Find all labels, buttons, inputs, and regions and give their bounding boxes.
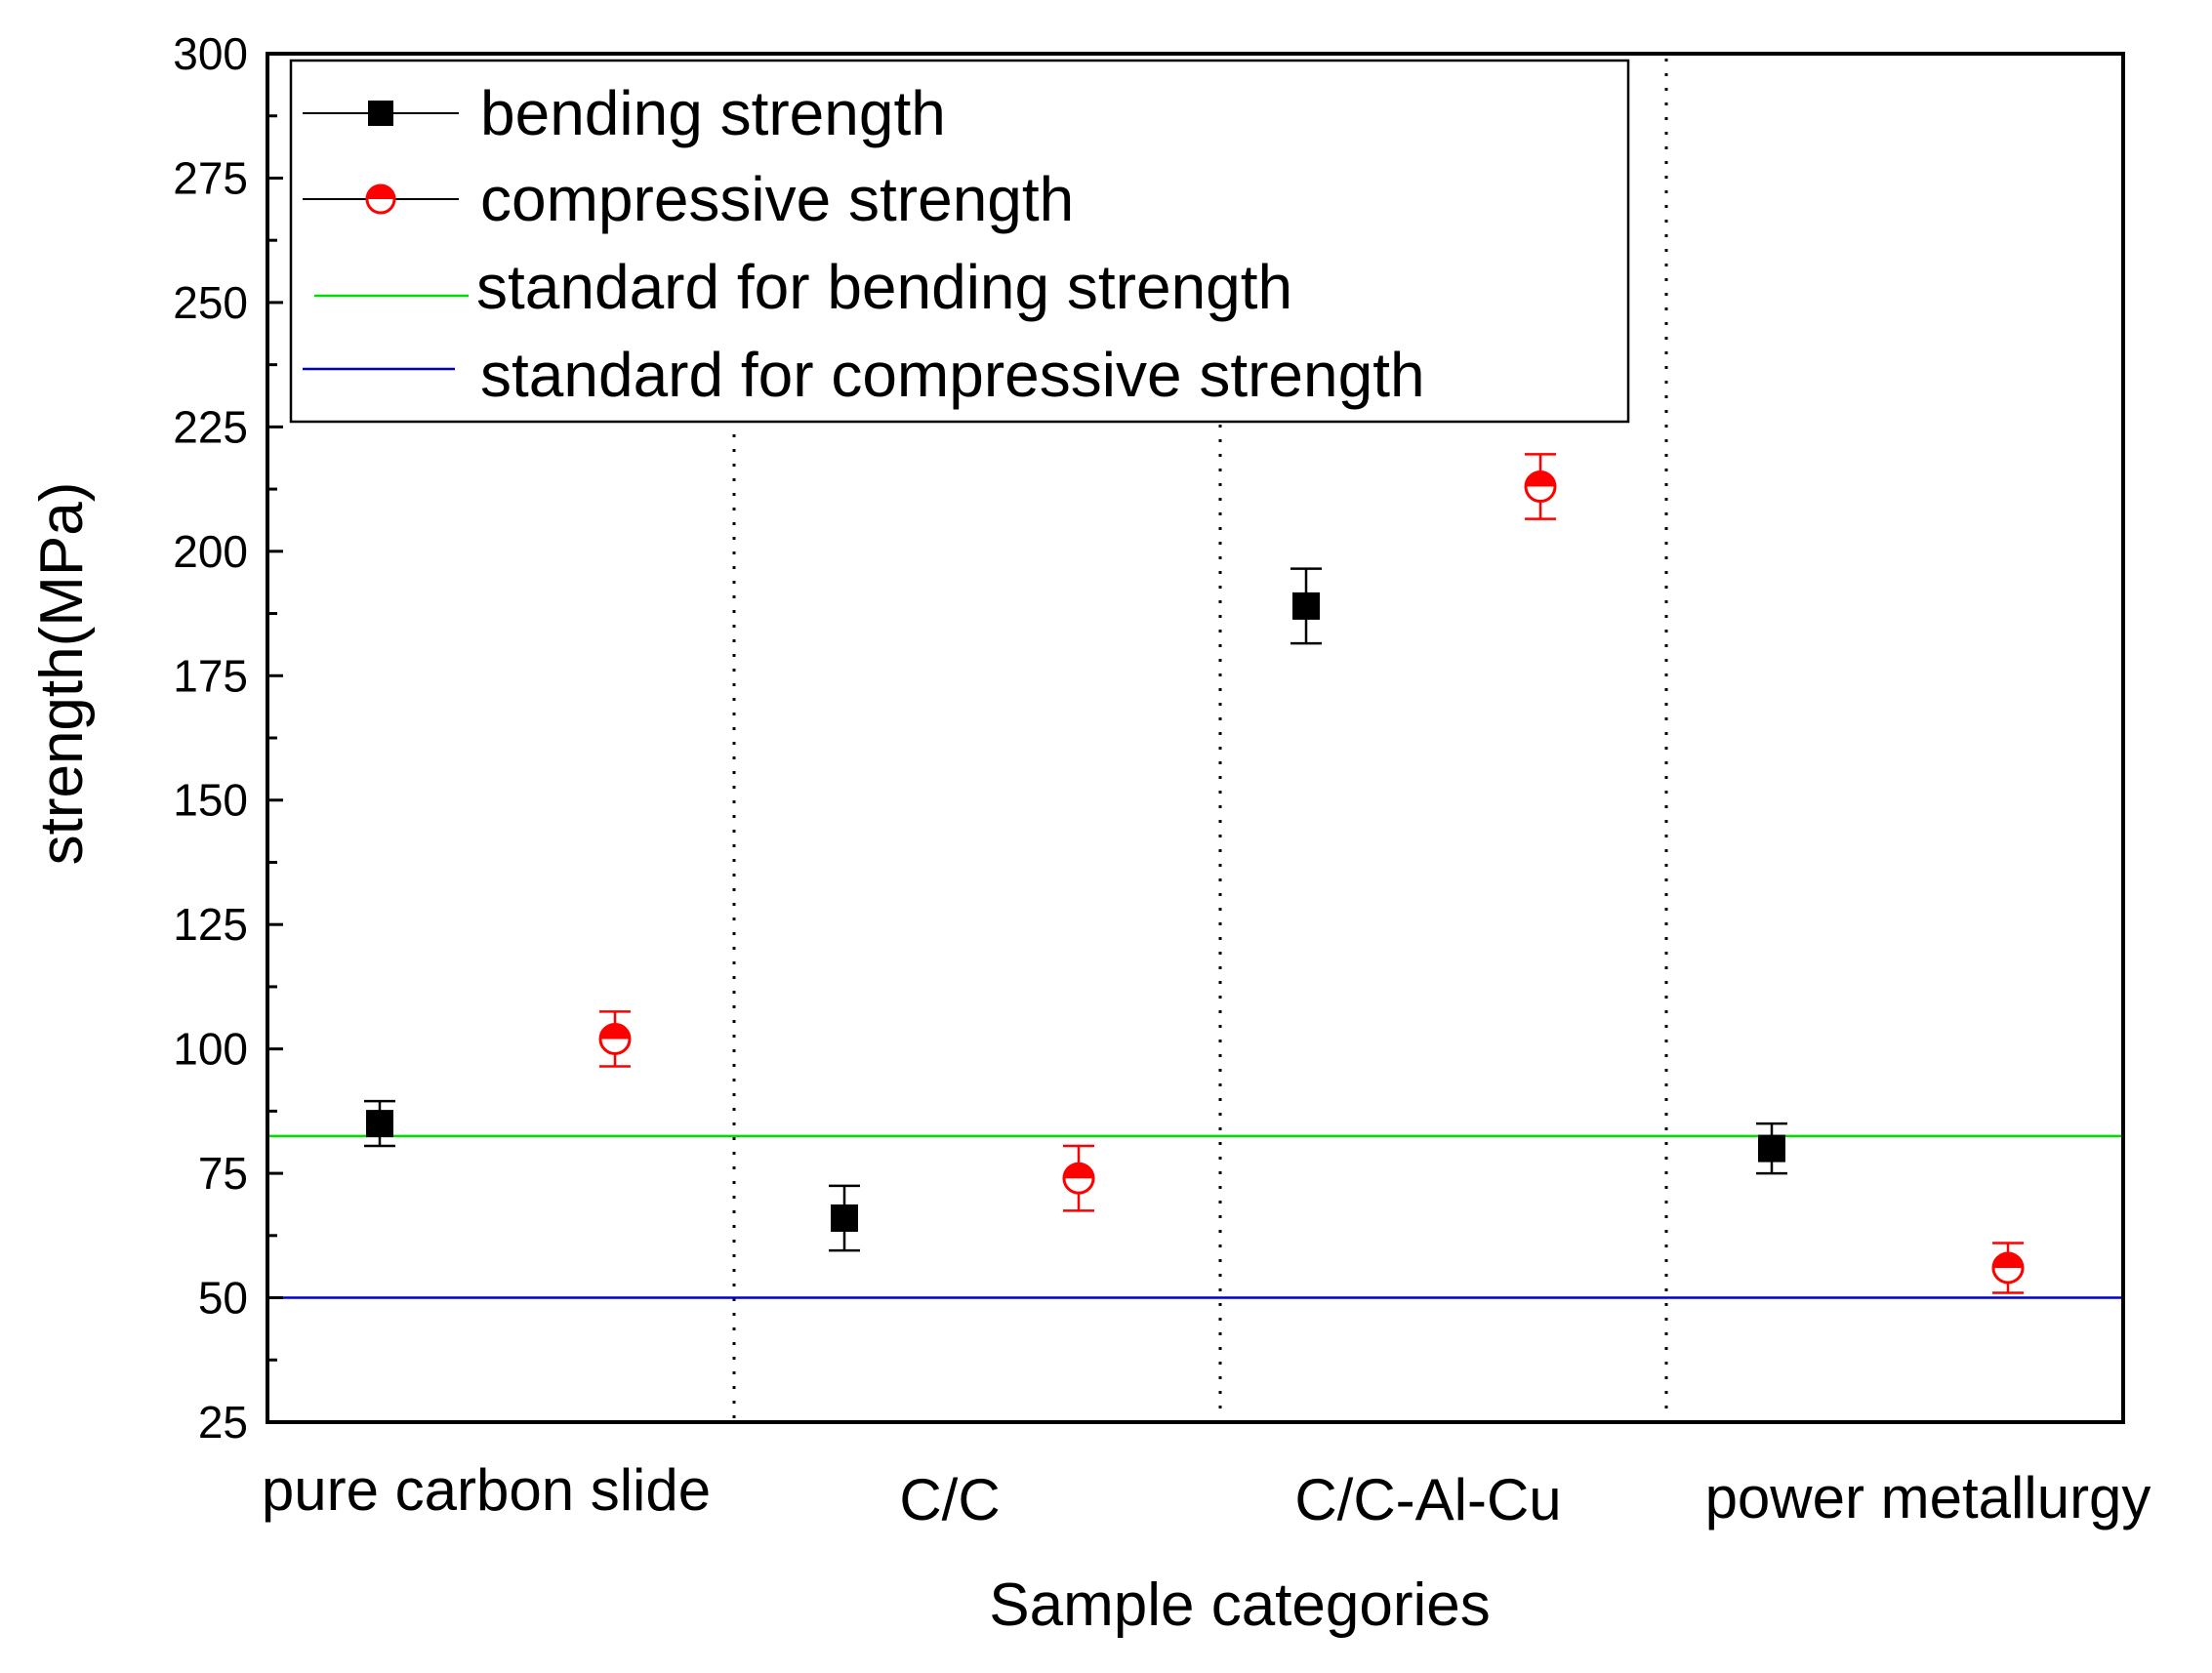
y-tick-label: 300 xyxy=(173,28,248,79)
y-tick-label: 200 xyxy=(173,526,248,577)
x-axis: pure carbon slide C/C C/C-Al-Cu power me… xyxy=(262,1457,2151,1532)
square-marker xyxy=(831,1204,858,1232)
data-point-compressive xyxy=(1991,1242,2025,1294)
y-tick-label: 150 xyxy=(173,775,248,826)
square-marker xyxy=(1292,592,1320,620)
legend-label-bending-standard: standard for bending strength xyxy=(476,252,1292,322)
legend-half-circle-fill xyxy=(367,185,394,199)
category-label-c-c-al-cu: C/C-Al-Cu xyxy=(1294,1467,1561,1532)
legend-label-compressive: compressive strength xyxy=(480,164,1074,234)
square-marker xyxy=(1758,1134,1785,1163)
legend-label-bending: bending strength xyxy=(480,78,946,148)
data-point-bending xyxy=(364,1099,395,1148)
category-label-power-metallurgy: power metallurgy xyxy=(1705,1465,2151,1530)
square-marker xyxy=(366,1110,393,1138)
y-tick-label: 75 xyxy=(198,1148,248,1199)
y-tick-label: 225 xyxy=(173,401,248,452)
half-circle-fill xyxy=(600,1024,630,1040)
legend-square-marker-icon xyxy=(368,101,393,126)
y-axis: 25 50 75 100 125 150 175 200 225 250 275 300 xyxy=(173,28,283,1448)
category-label-pure-carbon-slide: pure carbon slide xyxy=(262,1457,711,1523)
legend-entry-compressive-standard: standard for compressive strength xyxy=(303,340,1425,410)
data-point-bending xyxy=(829,1184,860,1252)
y-tick-label: 125 xyxy=(173,899,248,950)
legend-label-compressive-standard: standard for compressive strength xyxy=(480,340,1425,410)
y-axis-title: strength(MPa) xyxy=(28,482,96,866)
y-tick-label: 50 xyxy=(198,1273,248,1324)
legend-entry-bending-standard: standard for bending strength xyxy=(314,252,1292,322)
data-point-compressive xyxy=(1062,1144,1095,1212)
y-tick-label: 275 xyxy=(173,152,248,203)
half-circle-fill xyxy=(1993,1252,2023,1268)
legend-box xyxy=(289,59,1630,424)
data-marks xyxy=(364,453,2025,1294)
y-tick-label: 100 xyxy=(173,1024,248,1075)
data-point-bending xyxy=(1290,567,1322,645)
reference-lines xyxy=(267,1134,2123,1299)
legend-entry-bending: bending strength xyxy=(303,78,946,148)
legend-entry-compressive: compressive strength xyxy=(303,164,1074,234)
legend: bending strength compressive strength st… xyxy=(289,59,1630,424)
data-point-bending xyxy=(1756,1122,1787,1175)
y-tick-label: 250 xyxy=(173,277,248,328)
half-circle-fill xyxy=(1526,471,1555,487)
plot-frame xyxy=(266,52,2125,1424)
half-circle-fill xyxy=(1064,1163,1093,1179)
data-point-compressive xyxy=(1524,453,1557,520)
x-axis-title: Sample categories xyxy=(989,1571,1491,1639)
data-point-compressive xyxy=(598,1010,632,1068)
category-label-c-c: C/C xyxy=(899,1467,1000,1532)
y-tick-label: 25 xyxy=(198,1397,248,1448)
y-tick-label: 175 xyxy=(173,650,248,701)
